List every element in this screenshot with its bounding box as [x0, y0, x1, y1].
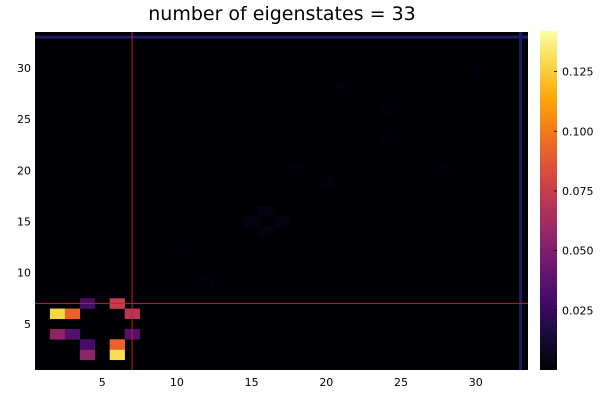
heatmap-background	[35, 32, 528, 370]
colorbar-tick-label: 0.100	[562, 125, 594, 138]
colorbar-tick-label: 0.025	[562, 304, 594, 317]
y-tick-label: 25	[17, 113, 31, 126]
heatmap-cell	[109, 339, 125, 350]
y-tick-label: 15	[17, 215, 31, 228]
colorbar: 0.025 0.050 0.075 0.100 0.125	[540, 31, 594, 370]
heatmap-cell-faint	[318, 175, 335, 186]
heatmap-cell	[79, 339, 96, 350]
heatmap-cell	[49, 329, 66, 340]
heatmap-cell-faint	[468, 62, 484, 74]
heatmap-cell-faint	[288, 165, 305, 176]
x-tick-label: 30	[469, 376, 483, 389]
x-tick-label: 20	[319, 376, 333, 389]
x-tick-label: 25	[394, 376, 408, 389]
heatmap-cell	[64, 329, 81, 340]
axes: 5 10 15 20 25 30 5 10 15 20 25 30	[17, 62, 483, 389]
y-tick-label: 30	[17, 62, 31, 75]
colorbar-tick-label: 0.050	[562, 245, 594, 258]
y-tick-label: 5	[24, 318, 31, 331]
heatmap-cell-faint	[169, 247, 185, 258]
heatmap-cell	[79, 349, 96, 361]
heatmap-cell-faint	[438, 165, 454, 176]
heatmap-cell-faint	[274, 216, 290, 227]
heatmap-cell-faint	[244, 216, 260, 227]
heatmap-cell-faint	[259, 226, 275, 238]
colorbar-tick-label: 0.125	[562, 66, 594, 79]
colorbar-tick-label: 0.075	[562, 185, 594, 198]
y-tick-label: 20	[17, 164, 31, 177]
heatmap-cell-faint	[199, 277, 215, 289]
y-tick-label: 10	[17, 267, 31, 280]
plot-area	[35, 32, 528, 370]
x-tick-label: 15	[245, 376, 259, 389]
heatmap-cell	[49, 308, 66, 320]
heatmap-cell-faint	[378, 134, 394, 145]
heatmap-cell	[109, 349, 125, 361]
colorbar-bar	[540, 31, 557, 370]
chart-title: number of eigenstates = 33	[148, 3, 416, 25]
x-tick-label: 10	[170, 376, 184, 389]
heatmap-cell-faint	[333, 83, 350, 94]
x-tick-label: 5	[99, 376, 106, 389]
heatmap-cell-faint	[259, 206, 275, 217]
heatmap-cell-faint	[378, 103, 394, 115]
heatmap-cell	[64, 308, 81, 320]
